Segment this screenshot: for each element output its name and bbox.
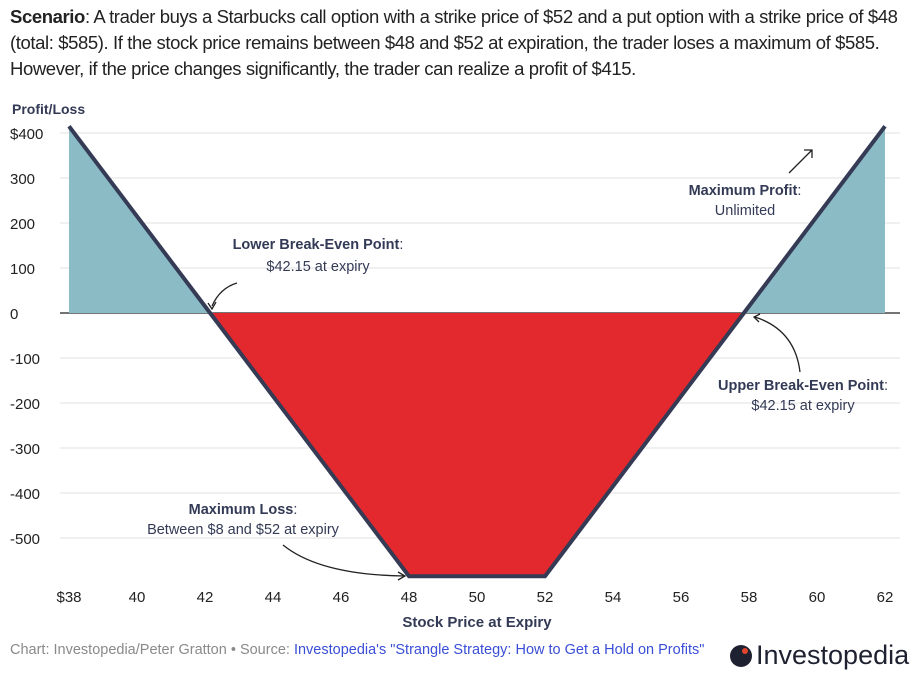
y-tick-label: -200 xyxy=(10,396,40,413)
y-tick-label: -100 xyxy=(10,351,40,368)
x-tick-label: 60 xyxy=(809,589,826,606)
profit-loss-chart: Profit/Loss $400 300 200 100 0 -100 -200 -300 -4… xyxy=(10,101,900,631)
max-loss-text: Between $8 and $52 at expiry xyxy=(147,522,340,538)
svg-text:Maximum Loss:: Maximum Loss: xyxy=(189,502,298,518)
investopedia-logo: Investopedia xyxy=(730,640,909,671)
lower-breakeven-text: $42.15 at expiry xyxy=(266,259,370,275)
footer-credit: Chart: Investopedia/Peter Gratton • Sour… xyxy=(10,642,705,658)
loss-area xyxy=(210,313,744,577)
source-link[interactable]: Investopedia's "Strangle Strategy: How t… xyxy=(293,642,705,658)
x-tick-label: 58 xyxy=(741,589,758,606)
x-tick-label: 50 xyxy=(469,589,486,606)
scenario-body: : A trader buys a Starbucks call option … xyxy=(10,6,898,79)
y-tick-label: -300 xyxy=(10,441,40,458)
arrow-icon xyxy=(211,282,238,307)
x-tick-label: 40 xyxy=(129,589,146,606)
y-tick-label: -400 xyxy=(10,486,40,503)
y-tick-label: -500 xyxy=(10,531,40,548)
x-tick-label: 52 xyxy=(537,589,554,606)
upper-breakeven-title: Upper Break-Even Point xyxy=(718,378,884,394)
scenario-label: Scenario xyxy=(10,6,85,27)
x-tick-label: 44 xyxy=(265,589,282,606)
arrow-icon xyxy=(788,149,813,174)
svg-text:Maximum Profit:: Maximum Profit: xyxy=(689,183,802,199)
x-tick-label: $38 xyxy=(56,589,81,606)
arrow-icon xyxy=(752,313,801,373)
x-tick-label: 56 xyxy=(673,589,690,606)
scenario-text: Scenario: A trader buys a Starbucks call… xyxy=(10,4,915,82)
max-loss-title: Maximum Loss xyxy=(189,502,294,518)
y-tick-label: 0 xyxy=(10,306,18,323)
x-tick-label: 42 xyxy=(197,589,214,606)
x-tick-label: 48 xyxy=(401,589,418,606)
max-profit-text: Unlimited xyxy=(715,203,775,219)
max-profit-title: Maximum Profit xyxy=(689,183,798,199)
y-tick-label: $400 xyxy=(10,126,43,143)
payoff-line xyxy=(67,125,887,579)
upper-breakeven-text: $42.15 at expiry xyxy=(751,398,855,414)
lower-breakeven-title: Lower Break-Even Point xyxy=(233,237,400,253)
y-tick-label: 300 xyxy=(10,171,35,188)
arrow-icon xyxy=(282,544,407,581)
annotation-max-profit: Maximum Profit: Unlimited xyxy=(689,149,813,219)
y-tick-label: 200 xyxy=(10,216,35,233)
y-tick-label: 100 xyxy=(10,261,35,278)
x-tick-label: 46 xyxy=(333,589,350,606)
annotation-max-loss: Maximum Loss: Between $8 and $52 at expi… xyxy=(147,502,407,581)
annotation-upper-breakeven: Upper Break-Even Point: $42.15 at expiry xyxy=(718,313,888,414)
logo-mark-icon xyxy=(730,644,752,667)
annotation-lower-breakeven: Lower Break-Even Point: $42.15 at expiry xyxy=(207,237,404,311)
x-axis-label: Stock Price at Expiry xyxy=(402,614,552,631)
svg-text:Lower Break-Even Point:: Lower Break-Even Point: xyxy=(233,237,404,253)
x-tick-label: 62 xyxy=(877,589,894,606)
y-axis-label: Profit/Loss xyxy=(12,101,85,117)
svg-text:Upper Break-Even Point:: Upper Break-Even Point: xyxy=(718,378,888,394)
x-tick-label: 54 xyxy=(605,589,622,606)
